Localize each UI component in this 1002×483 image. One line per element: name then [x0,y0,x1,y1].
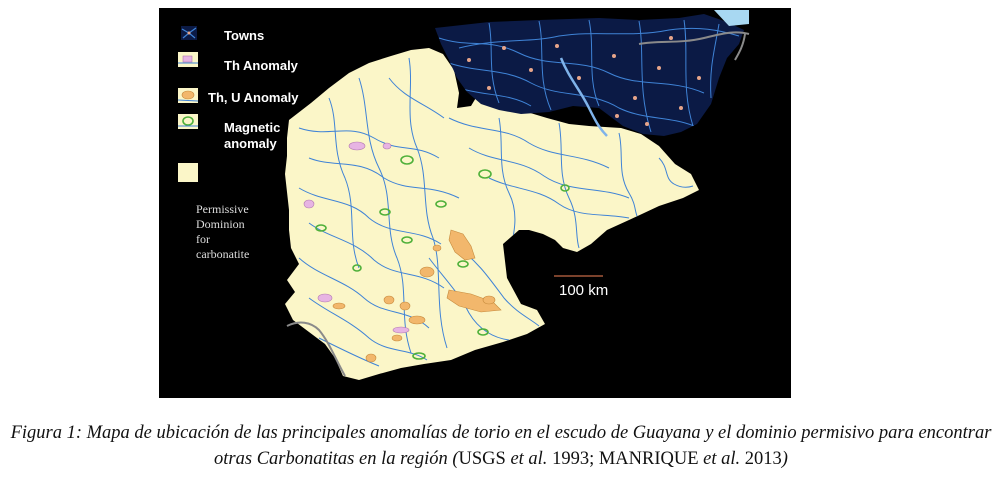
legend-magnetic-anomaly-label-1: Magnetic [224,120,281,135]
legend-permissive-label-1: Permissive [196,202,249,216]
border-line-sw [286,321,346,377]
towns-icon [181,26,197,40]
caption-citation-2-year: 2013 [740,449,782,469]
towns-region [435,14,744,136]
sea-patch [714,10,749,26]
legend-magnetic-anomaly-label-2: anomaly [224,136,277,151]
river-north-main [559,57,608,137]
scale-bar-label: 100 km [559,282,609,299]
caption-citation-2-authors: MANRIQUE [598,449,699,469]
magnetic-anomaly-icon [178,114,198,129]
border-line [638,31,750,45]
caption-citation-1-year: 1993; [547,449,599,469]
legend-permissive-label-4: carbonatite [196,247,250,261]
caption-citation-1-authors: USGS [458,449,506,469]
legend-permissive-label-3: for [196,232,210,246]
river-network-south [298,57,694,367]
map-panel: Towns Th Anomaly Th, U Anomaly Magnetic … [159,8,791,398]
permissive-domain-swatch [178,163,198,182]
map-canvas [177,10,750,380]
th-u-anomalies [332,229,502,363]
caption-citation-2-etal: et al. [698,449,741,469]
th-u-anomaly-icon [177,88,199,103]
river-network-north [438,19,740,133]
magnetic-anomalies [315,155,570,360]
legend-permissive-label-2: Dominion [196,217,245,231]
caption-text: Figura 1: Mapa de ubicación de las princ… [10,423,992,469]
border-line-east [734,33,746,61]
town-markers [467,36,701,126]
legend-towns-label: Towns [224,28,265,43]
figure-caption: Figura 1: Mapa de ubicación de las princ… [0,420,1002,472]
caption-close-paren: ) [781,449,788,469]
caption-citation-1-etal: et al. [505,449,548,469]
legend-th-anomaly-label: Th Anomaly [224,58,298,73]
legend-th-u-anomaly-label: Th, U Anomaly [208,90,299,105]
th-anomaly-icon [178,52,198,67]
